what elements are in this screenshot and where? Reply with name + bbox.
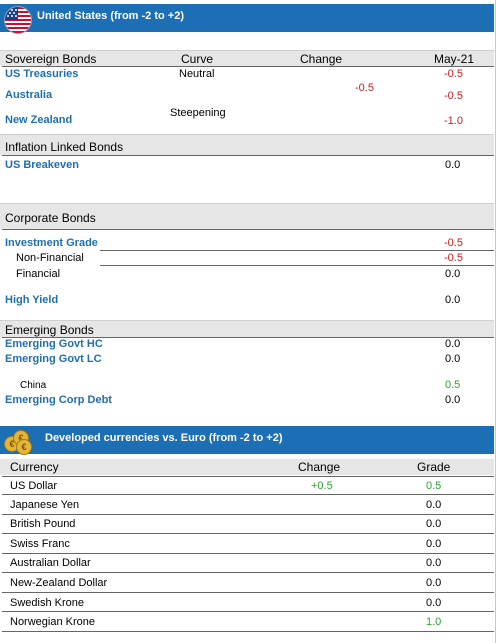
divider <box>2 592 494 593</box>
inflation-header: Inflation Linked Bonds <box>0 134 494 155</box>
currency-name: Swedish Krone <box>10 597 84 609</box>
corporate-value: -0.5 <box>444 237 463 249</box>
currency-grade: 0.0 <box>426 538 442 550</box>
change-value: -0.5 <box>355 82 374 94</box>
corporate-value: -0.5 <box>444 252 463 264</box>
currency-grade: 1.0 <box>426 616 442 628</box>
sovereign-header: Sovereign Bonds Curve Change May-21 <box>0 50 494 66</box>
corporate-item: Financial <box>16 268 61 280</box>
currency-grade: 0.0 <box>426 577 442 589</box>
currency-grade: 0.5 <box>426 480 442 492</box>
divider <box>2 533 494 534</box>
divider <box>2 572 494 573</box>
emerging-item: Emerging Govt HC <box>5 338 103 350</box>
grade-header: Grade <box>417 460 451 474</box>
inflation-title: Inflation Linked Bonds <box>5 140 124 154</box>
currency-name: Australian Dollar <box>10 557 91 569</box>
currency-name: US Dollar <box>10 480 58 492</box>
fx-header: Currency Change Grade <box>0 459 494 475</box>
inflation-item: US Breakeven <box>5 159 79 171</box>
currency-name: Japanese Yen <box>10 499 80 511</box>
divider <box>2 155 494 156</box>
corporate-title: Corporate Bonds <box>5 211 96 225</box>
emerging-value: 0.0 <box>445 394 461 406</box>
change-header: Change <box>300 52 343 66</box>
may-value: -0.5 <box>444 68 463 80</box>
emerging-value: 0.0 <box>445 353 461 365</box>
may-header: May-21 <box>434 52 475 66</box>
sovereign-name: New Zealand <box>5 114 73 126</box>
emerging-header: Emerging Bonds <box>0 320 494 337</box>
divider <box>2 494 494 495</box>
emerging-item: China <box>20 380 47 391</box>
corporate-item: High Yield <box>5 294 59 306</box>
corporate-item: Non-Financial <box>16 252 84 264</box>
currency-change: +0.5 <box>311 480 333 492</box>
divider <box>100 250 494 251</box>
sovereign-header-label: Sovereign Bonds <box>5 52 97 66</box>
inflation-value: 0.0 <box>445 159 461 171</box>
us-banner-title: United States (from -2 to +2) <box>37 10 184 22</box>
currency-header: Currency <box>10 460 59 474</box>
currency-name: New-Zealand Dollar <box>10 577 108 589</box>
emerging-item: Emerging Corp Debt <box>5 394 112 406</box>
may-value: -1.0 <box>444 115 463 127</box>
divider <box>100 265 494 266</box>
currency-name: Norwegian Krone <box>10 616 95 628</box>
emerging-value: 0.0 <box>445 338 461 350</box>
fx-change-header: Change <box>298 460 341 474</box>
divider <box>2 631 494 632</box>
corporate-item: Investment Grade <box>5 237 98 249</box>
divider <box>2 337 494 338</box>
emerging-value: 0.5 <box>445 379 461 391</box>
us-flag-icon <box>4 6 32 34</box>
coins-icon: € € € <box>3 427 33 457</box>
corporate-value: 0.0 <box>445 294 461 306</box>
divider <box>2 553 494 554</box>
corporate-value: 0.0 <box>445 268 461 280</box>
may-value: -0.5 <box>444 90 463 102</box>
currency-grade: 0.0 <box>426 499 442 511</box>
currency-grade: 0.0 <box>426 597 442 609</box>
emerging-item: Emerging Govt LC <box>5 353 102 365</box>
curve-header: Curve <box>181 52 214 66</box>
currency-name: Swiss Franc <box>10 538 70 550</box>
divider <box>2 476 494 477</box>
divider <box>2 611 494 612</box>
curve-value: Steepening <box>170 107 226 119</box>
divider <box>2 66 494 67</box>
corporate-header: Corporate Bonds <box>0 203 494 229</box>
fx-banner: € € € Developed currencies vs. Euro (fro… <box>0 426 494 457</box>
divider <box>2 229 494 230</box>
divider <box>2 514 494 515</box>
currency-grade: 0.0 <box>426 518 442 530</box>
sovereign-name: Australia <box>5 89 53 101</box>
sovereign-name: US Treasuries <box>5 68 79 80</box>
fx-banner-title: Developed currencies vs. Euro (from -2 t… <box>45 432 283 444</box>
currency-grade: 0.0 <box>426 557 442 569</box>
us-banner: United States (from -2 to +2) <box>0 4 494 34</box>
currency-name: British Pound <box>10 518 76 530</box>
emerging-title: Emerging Bonds <box>5 323 94 337</box>
curve-value: Neutral <box>179 68 215 80</box>
